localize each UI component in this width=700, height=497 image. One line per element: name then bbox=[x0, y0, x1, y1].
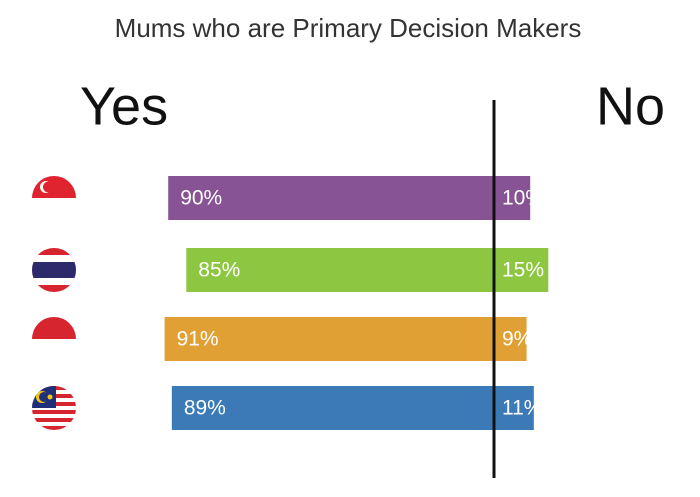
bar-yes bbox=[164, 317, 494, 361]
legend-no: No bbox=[596, 76, 665, 136]
bar-yes bbox=[186, 248, 495, 292]
value-label-yes: 91% bbox=[177, 328, 219, 351]
chart-title: Mums who are Primary Decision Makers bbox=[115, 13, 582, 43]
value-label-yes: 85% bbox=[198, 259, 240, 282]
flag-malaysia bbox=[32, 386, 76, 430]
legend-yes: Yes bbox=[80, 76, 168, 136]
value-label-yes: 89% bbox=[184, 397, 226, 420]
flag-indonesia bbox=[32, 317, 76, 361]
value-label-no: 11% bbox=[502, 397, 542, 420]
value-label-no: 15% bbox=[502, 259, 544, 282]
flag-singapore bbox=[32, 176, 76, 220]
bar-no bbox=[494, 176, 531, 220]
value-label-no: 10% bbox=[502, 187, 544, 210]
bar-yes bbox=[171, 386, 494, 430]
value-label-yes: 90% bbox=[180, 187, 222, 210]
bar-no bbox=[494, 386, 534, 430]
bar-no bbox=[494, 248, 549, 292]
bar-no bbox=[494, 317, 527, 361]
value-label-no: 9% bbox=[502, 328, 532, 351]
bar-yes bbox=[168, 176, 494, 220]
flag-thailand bbox=[32, 248, 76, 292]
